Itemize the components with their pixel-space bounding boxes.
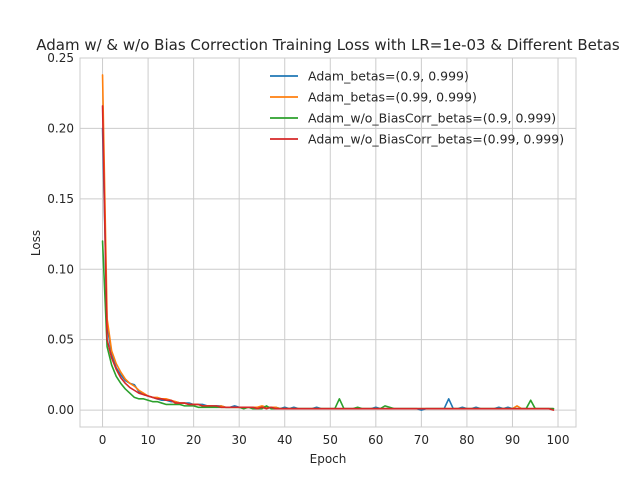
y-tick-label: 0.15	[47, 192, 74, 206]
series-lines	[101, 74, 555, 411]
y-axis-label: Loss	[29, 230, 43, 256]
legend-label-1: Adam_betas=(0.9, 0.999)	[308, 69, 469, 84]
x-tick-label: 80	[459, 433, 474, 447]
x-tick-label: 40	[277, 433, 292, 447]
x-tick-label: 60	[368, 433, 383, 447]
x-tick-label: 70	[414, 433, 429, 447]
y-tick-label: 0.20	[47, 121, 74, 135]
x-tick-label: 20	[186, 433, 201, 447]
y-tick-labels: 0.00 0.05 0.10 0.15 0.20 0.25	[47, 51, 74, 417]
plot-frame	[79, 57, 577, 428]
x-tick-label: 90	[505, 433, 520, 447]
legend-label-4: Adam_w/o_BiasCorr_betas=(0.99, 0.999)	[308, 132, 564, 147]
legend-label-2: Adam_betas=(0.99, 0.999)	[308, 90, 477, 105]
legend-label-3: Adam_w/o_BiasCorr_betas=(0.9, 0.999)	[308, 111, 556, 126]
y-tick-label: 0.00	[47, 403, 74, 417]
series-line-4	[101, 105, 555, 411]
x-tick-label: 0	[99, 433, 107, 447]
y-tick-label: 0.05	[47, 333, 74, 347]
x-tick-label: 50	[323, 433, 338, 447]
x-tick-label: 30	[232, 433, 247, 447]
x-tick-label: 100	[547, 433, 570, 447]
y-tick-label: 0.10	[47, 262, 74, 276]
x-tick-label: 10	[140, 433, 155, 447]
plot-area	[80, 58, 576, 427]
x-axis-label: Epoch	[310, 452, 347, 466]
chart-title: Adam w/ & w/o Bias Correction Training L…	[36, 36, 620, 54]
y-tick-label: 0.25	[47, 51, 74, 65]
legend: Adam_betas=(0.9, 0.999) Adam_betas=(0.99,…	[270, 69, 564, 147]
x-tick-labels: 0 10 20 30 40 50 60 70 80 90 100	[99, 433, 570, 447]
